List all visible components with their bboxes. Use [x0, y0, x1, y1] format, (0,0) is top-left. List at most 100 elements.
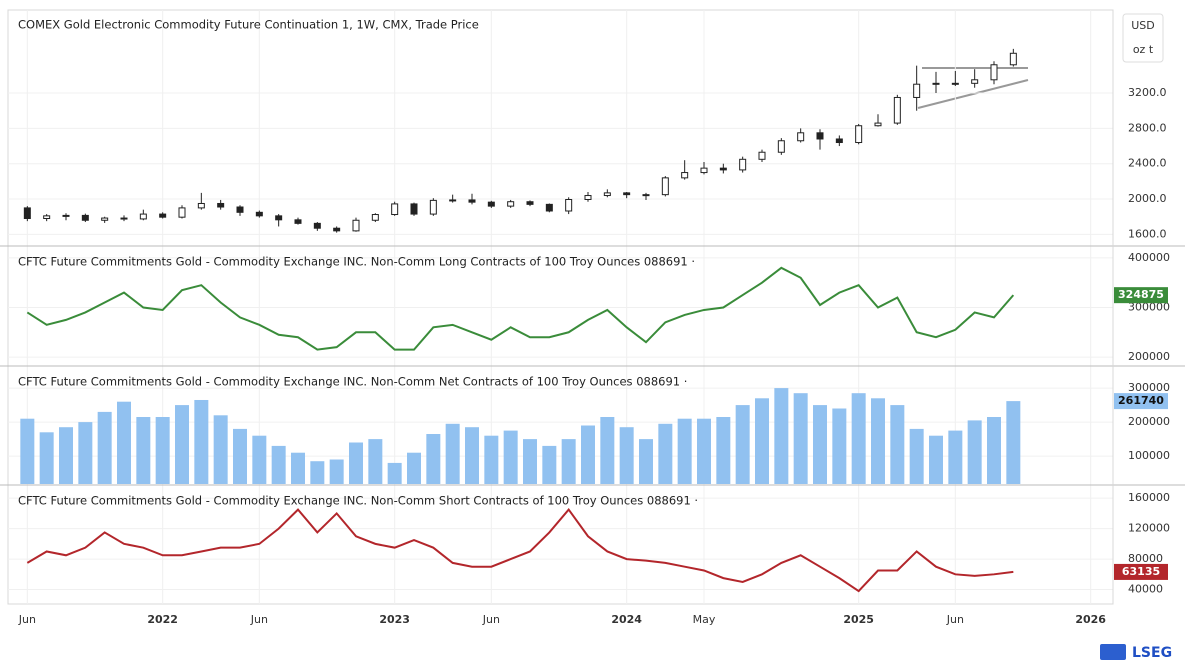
bar: [233, 428, 247, 484]
bar: [445, 423, 460, 484]
x-tick-label: 2022: [147, 613, 178, 626]
y-tick-label: 200000: [1128, 350, 1170, 363]
bar: [851, 393, 866, 484]
logo-text: LSEG: [1132, 645, 1172, 661]
unit-box: [1122, 13, 1164, 63]
bar: [987, 416, 1001, 484]
candle-body: [507, 201, 515, 207]
x-tick-label: 2023: [379, 613, 410, 626]
y-tick-label: 1600.0: [1128, 227, 1167, 240]
bar: [213, 415, 228, 484]
bar: [948, 430, 963, 484]
bar: [310, 461, 325, 484]
bar: [639, 439, 653, 484]
bar: [484, 435, 499, 484]
last-value-label: 261740: [1118, 394, 1164, 407]
bar: [813, 405, 827, 484]
bar: [677, 418, 692, 484]
y-tick-label: 200000: [1128, 415, 1170, 428]
candle-body: [797, 132, 805, 142]
bar: [387, 462, 402, 484]
candle-body: [313, 222, 321, 229]
trendline-bottom: [917, 79, 1029, 109]
y-tick-label: 120000: [1128, 522, 1170, 535]
y-tick-label: 2800.0: [1128, 121, 1167, 134]
bar: [658, 423, 673, 484]
currency: USD: [1131, 19, 1155, 32]
bar: [465, 427, 479, 484]
y-tick-label: 300000: [1128, 300, 1170, 313]
bar: [600, 416, 615, 484]
x-tick-label: 2025: [843, 613, 874, 626]
unit: oz t: [1133, 43, 1154, 56]
bar: [291, 452, 305, 484]
candle-body: [81, 214, 89, 221]
candle-body: [159, 213, 167, 218]
candle-body: [352, 219, 360, 232]
candle-body: [893, 96, 901, 124]
candle-body: [43, 215, 51, 219]
bar: [697, 418, 711, 484]
x-tick-label: 2024: [611, 613, 642, 626]
bar: [871, 398, 885, 484]
panel-title: CFTC Future Commitments Gold - Commodity…: [18, 494, 698, 508]
candle-body: [371, 214, 379, 221]
bar: [271, 445, 286, 484]
y-tick-label: 160000: [1128, 491, 1170, 504]
candle-body: [120, 217, 128, 220]
candle-body: [719, 167, 727, 171]
logo: LSEG: [1100, 644, 1172, 661]
y-tick-label: 3200.0: [1128, 86, 1167, 99]
candle-body: [661, 177, 669, 196]
bar: [426, 434, 441, 484]
bar: [136, 416, 151, 484]
candle-body: [197, 202, 205, 209]
bar: [20, 418, 35, 484]
bar: [39, 432, 54, 484]
panel-title: CFTC Future Commitments Gold - Commodity…: [18, 375, 687, 389]
bar: [929, 435, 943, 484]
candle-body: [681, 172, 689, 179]
candle-body: [1009, 52, 1017, 66]
bar: [755, 398, 769, 484]
y-tick-label: 100000: [1128, 449, 1170, 462]
candle-body: [932, 82, 940, 85]
candle-body: [487, 201, 495, 207]
candle-body: [971, 79, 979, 84]
bar: [97, 411, 112, 484]
candle-body: [990, 64, 998, 81]
candle-body: [835, 138, 843, 144]
last-value-tag: [1114, 287, 1168, 304]
bar: [1006, 401, 1021, 484]
candle-body: [294, 219, 302, 224]
y-tick-label: 2400.0: [1128, 157, 1167, 170]
candle-body: [874, 122, 882, 127]
last-value-tag: [1114, 393, 1168, 410]
bar: [155, 416, 170, 484]
bar: [619, 427, 634, 484]
y-tick-label: 80000: [1128, 552, 1163, 565]
candle-body: [584, 195, 592, 201]
bar: [774, 388, 789, 484]
candle-body: [739, 158, 747, 171]
series-line: [26, 507, 1014, 593]
candle-body: [758, 151, 766, 160]
candle-body: [275, 215, 283, 221]
x-tick-label: Jun: [946, 613, 964, 626]
bar: [581, 425, 595, 484]
candle-body: [545, 203, 553, 212]
bar: [59, 427, 73, 484]
candle-body: [777, 140, 785, 153]
x-tick-label: Jun: [482, 613, 500, 626]
bar: [909, 428, 924, 484]
candle-body: [623, 192, 631, 196]
bar: [78, 422, 93, 484]
bar: [793, 393, 808, 484]
panel-title: COMEX Gold Electronic Commodity Future C…: [18, 18, 479, 32]
x-tick-label: Jun: [250, 613, 268, 626]
bar: [716, 416, 731, 484]
bar: [735, 405, 750, 484]
y-tick-label: 40000: [1128, 583, 1163, 596]
last-value-label: 324875: [1118, 288, 1164, 301]
